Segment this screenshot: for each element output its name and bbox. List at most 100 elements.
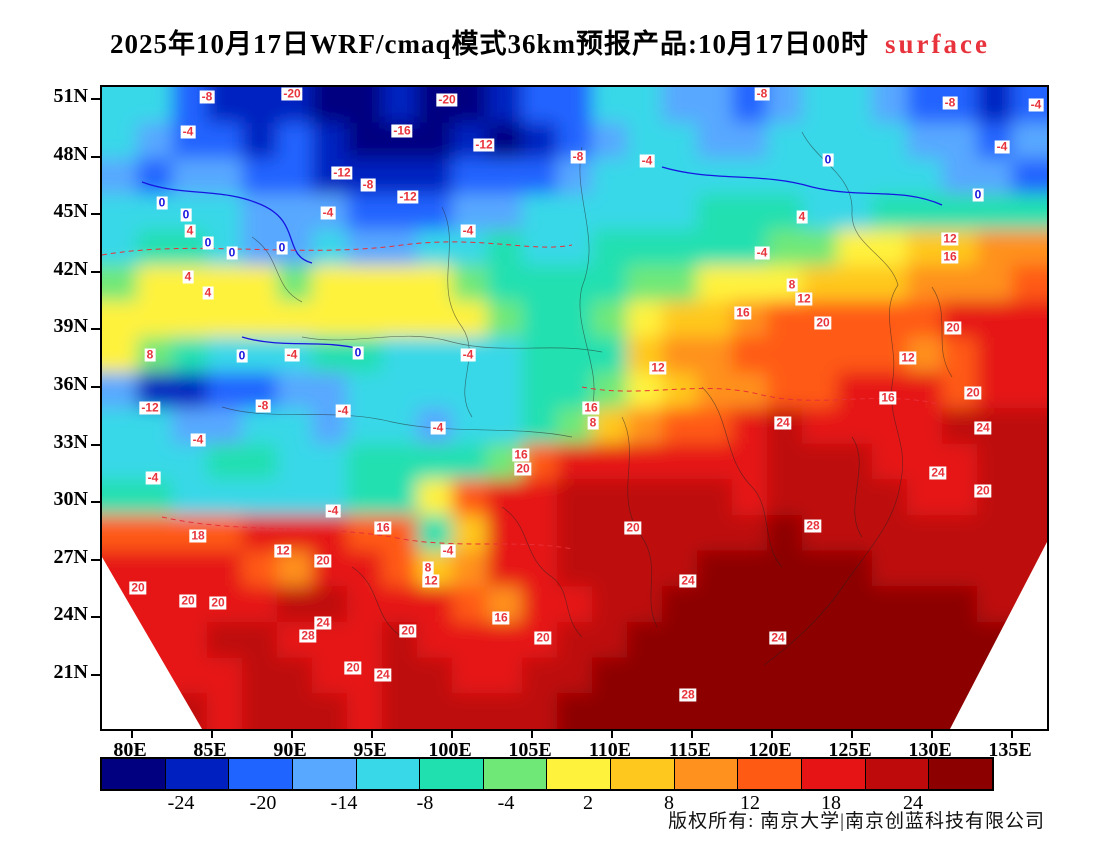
contour-value-label: 24 — [769, 630, 787, 645]
province-borders — [221, 131, 953, 666]
contour-value-label: 16 — [734, 305, 752, 320]
colorbar-labels: -24 -20 -14 -8 -4 2 8 12 18 24 — [100, 792, 994, 818]
lon-tick-label: 125E — [828, 739, 872, 761]
colorbar-cell — [420, 759, 484, 789]
contour-value-label: 20 — [344, 660, 362, 675]
contour-value-label: 20 — [399, 623, 417, 638]
lon-tick-label: 95E — [353, 739, 387, 761]
lon-tick-label: 105E — [508, 739, 552, 761]
contour-value-label: 16 — [879, 390, 897, 405]
lat-tick — [91, 98, 100, 100]
lon-tick — [131, 729, 133, 738]
lat-tick — [91, 213, 100, 216]
contour-value-label: 16 — [512, 447, 530, 462]
contour-value-label: 20 — [944, 320, 962, 335]
lat-tick-label: 48N — [53, 142, 88, 165]
colorbar-cell — [165, 759, 230, 789]
projection-edge-left — [102, 557, 202, 729]
lon-tick-label: 115E — [668, 739, 712, 761]
lon-tick — [771, 729, 773, 738]
lon-tick — [451, 729, 453, 738]
contour-value-label: 0 — [236, 348, 248, 363]
contour-value-label: 18 — [189, 528, 207, 543]
contour-value-label: 8 — [786, 277, 798, 292]
contour-value-label: -4 — [335, 403, 351, 418]
lat-tick-label: 45N — [53, 200, 88, 223]
colorbar-tick-label: 2 — [583, 792, 593, 814]
colorbar-cell — [102, 759, 166, 789]
title-main: 2025年10月17日WRF/cmaq模式36km预报产品:10月17日00时 — [110, 29, 869, 59]
contour-value-label: -4 — [460, 347, 476, 362]
contour-value-label: -4 — [320, 205, 336, 220]
lon-tick — [851, 729, 853, 738]
lat-tick-label: 39N — [53, 315, 88, 338]
contour-value-label: 0 — [276, 240, 288, 255]
contour-value-label: 0 — [156, 195, 168, 210]
contour-value-label: 24 — [974, 420, 992, 435]
contour-value-label: 20 — [314, 553, 332, 568]
contour-value-label: 12 — [422, 573, 440, 588]
lon-tick-label: 100E — [428, 739, 472, 761]
map-plot-area: -8 -20 -20 -8 -8 -4 -4 -16 -12 -12 -8 -8 -4 0 0 -4 -12 -4… — [91, 85, 1049, 738]
lat-tick-label: 42N — [53, 257, 88, 280]
colorbar-tick-label: -4 — [497, 792, 515, 814]
contour-value-label: -8 — [570, 149, 586, 164]
contour-value-label: 12 — [795, 291, 813, 306]
lat-tick — [91, 558, 100, 561]
lat-tick — [91, 270, 100, 273]
contour-value-label: -4 — [284, 347, 300, 362]
contour-value-label: 12 — [899, 350, 917, 365]
lat-tick — [91, 674, 100, 676]
colorbar-tick-label: 18 — [821, 792, 841, 814]
contour-value-label: 28 — [679, 687, 697, 702]
lon-tick-label: 85E — [193, 739, 227, 761]
colorbar-tick-label: 8 — [664, 792, 674, 814]
contour-value-label: 0 — [822, 152, 834, 167]
contour-value-label: 4 — [202, 285, 214, 300]
colorbar-tick-label: -24 — [167, 792, 195, 814]
colorbar-tick-label: -14 — [330, 792, 358, 814]
lat-tick-label: 27N — [53, 545, 88, 568]
contour-value-label: 0 — [972, 187, 984, 202]
lat-tick-label: 30N — [53, 488, 88, 511]
contour-value-label: -20 — [436, 92, 458, 107]
lat-tick-label: 33N — [53, 430, 88, 453]
lat-tick — [91, 443, 100, 446]
contour-value-label: -8 — [255, 398, 271, 413]
contour-value-label: 24 — [374, 667, 392, 682]
contour-value-label: -12 — [397, 189, 419, 204]
contour-value-label: 24 — [929, 465, 947, 480]
contour-value-label: 28 — [299, 628, 317, 643]
colorbar-cell — [229, 759, 293, 789]
colorbar-tick-label: -8 — [416, 792, 434, 814]
contour-value-label: 20 — [209, 595, 227, 610]
contour-value-label: 12 — [649, 360, 667, 375]
colorbar-cell — [738, 759, 803, 789]
contour-value-label: 20 — [964, 385, 982, 400]
colorbar-cell — [929, 759, 992, 789]
contour-value-label: 0 — [352, 345, 364, 360]
lat-tick — [91, 386, 100, 388]
contour-value-label: -20 — [281, 86, 303, 101]
lon-tick — [371, 729, 373, 738]
contour-lines — [102, 166, 943, 550]
lon-tick — [531, 729, 533, 738]
contour-label-layer: -8 -20 -20 -8 -8 -4 -4 -16 -12 -12 -8 -8 -4 0 0 -4 -12 -4… — [102, 87, 1047, 729]
contour-value-label: -4 — [325, 503, 341, 518]
contour-value-label: 12 — [941, 231, 959, 246]
colorbar-tick-label: 24 — [903, 792, 923, 814]
contour-value-label: 12 — [274, 543, 292, 558]
contour-value-label: 24 — [774, 415, 792, 430]
lon-tick-label: 120E — [748, 739, 792, 761]
lon-tick-label: 130E — [908, 739, 952, 761]
contour-value-label: -4 — [1028, 97, 1044, 112]
copyright-text: 版权所有: 南京大学|南京创蓝科技有限公司 — [668, 811, 1045, 832]
contour-value-label: -4 — [639, 153, 655, 168]
lat-tick — [91, 616, 100, 619]
title-surface-tag: surface — [885, 29, 990, 59]
contour-value-label: 4 — [796, 209, 808, 224]
lat-tick-label: 36N — [53, 373, 88, 395]
contour-value-label: -4 — [460, 223, 476, 238]
lon-tick — [211, 729, 213, 738]
